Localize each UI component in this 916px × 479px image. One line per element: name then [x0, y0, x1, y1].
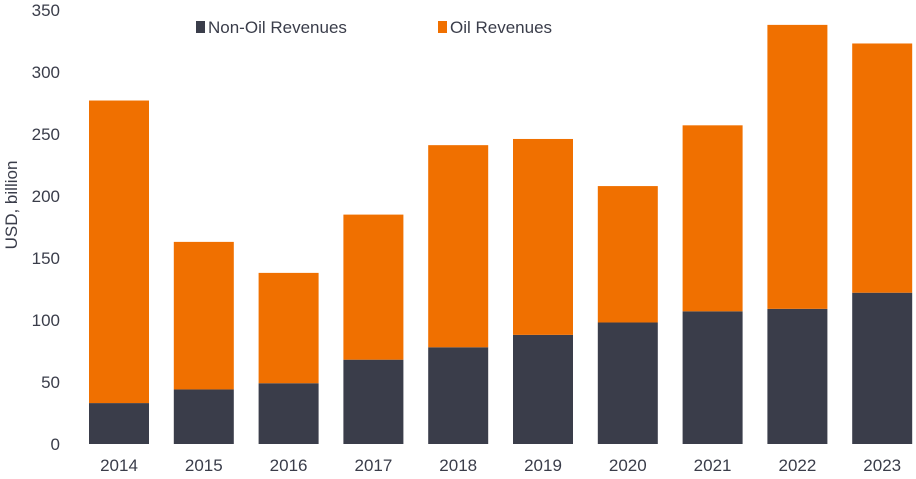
- bar-non-oil-2016: [258, 383, 319, 444]
- y-tick-label: 300: [32, 63, 60, 82]
- bar-non-oil-2014: [89, 403, 149, 444]
- legend-swatch-non-oil: [196, 21, 205, 33]
- bar-oil-2023: [852, 43, 913, 293]
- legend-label-non-oil: Non-Oil Revenues: [208, 18, 347, 37]
- bar-non-oil-2015: [173, 389, 234, 444]
- x-tick-label: 2023: [863, 456, 901, 474]
- bar-oil-2018: [428, 145, 489, 348]
- y-tick-label: 200: [32, 187, 60, 206]
- y-tick-label: 350: [32, 1, 60, 20]
- bar-oil-2020: [597, 186, 658, 323]
- bar-oil-2014: [89, 100, 149, 404]
- x-tick-label: 2022: [778, 456, 816, 474]
- bar-non-oil-2019: [513, 334, 573, 444]
- x-tick-label: 2015: [185, 456, 223, 474]
- bar-oil-2019: [513, 138, 573, 335]
- y-tick-label: 250: [32, 125, 60, 144]
- y-tick-label: 150: [32, 249, 60, 268]
- bars: [89, 24, 913, 444]
- bar-non-oil-2020: [597, 322, 658, 444]
- legend-label-oil: Oil Revenues: [450, 18, 552, 37]
- bar-oil-2015: [173, 241, 234, 390]
- y-tick-label: 0: [51, 435, 60, 454]
- legend-swatch-oil: [438, 21, 447, 33]
- bar-oil-2021: [682, 125, 743, 312]
- bar-non-oil-2022: [767, 308, 828, 444]
- bar-non-oil-2021: [682, 311, 743, 444]
- bar-oil-2016: [258, 272, 319, 384]
- x-tick-label: 2017: [354, 456, 392, 474]
- legend: Non-Oil Revenues Oil Revenues: [196, 18, 552, 37]
- y-axis-ticks: 0 50 100 150 200 250 300 350: [32, 1, 60, 454]
- bar-non-oil-2018: [428, 347, 489, 444]
- x-tick-label: 2019: [524, 456, 562, 474]
- y-axis-label: USD, billion: [2, 161, 21, 250]
- x-tick-label: 2016: [270, 456, 308, 474]
- bar-non-oil-2023: [852, 292, 913, 444]
- bar-oil-2022: [767, 24, 828, 309]
- x-axis-ticks: 2014 2015 2016 2017 2018 2019 2020 2021 2022 2023: [100, 456, 901, 475]
- x-tick-label: 2020: [609, 456, 647, 474]
- y-tick-label: 100: [32, 311, 60, 330]
- x-tick-label: 2018: [439, 456, 477, 474]
- x-tick-label: 2021: [694, 456, 732, 474]
- bar-non-oil-2017: [343, 359, 404, 444]
- x-tick-label: 2014: [100, 456, 138, 474]
- y-tick-label: 50: [41, 373, 60, 392]
- bar-oil-2017: [343, 214, 404, 360]
